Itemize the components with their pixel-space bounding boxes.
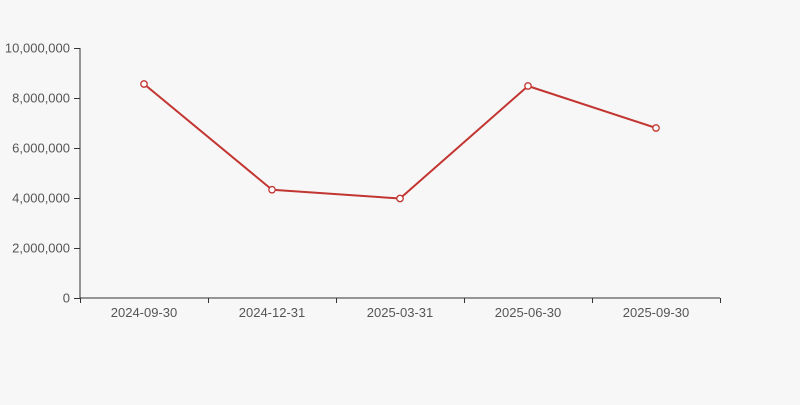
data-point-marker (140, 80, 148, 88)
y-axis-tick-label: 10,000,000 (5, 41, 70, 56)
series-line (143, 83, 657, 200)
x-axis-tick-label: 2025-06-30 (495, 305, 562, 320)
axis-lines (79, 48, 720, 299)
data-point-marker (524, 82, 532, 90)
x-axis-tick-label: 2025-03-31 (367, 305, 434, 320)
x-axis-tick-label: 2025-09-30 (623, 305, 690, 320)
x-axis-tick-label: 2024-12-31 (239, 305, 306, 320)
y-axis-tick-label: 8,000,000 (12, 91, 70, 106)
data-point-marker (268, 185, 276, 194)
y-axis-tick-label: 6,000,000 (12, 141, 70, 156)
data-point-marker (652, 124, 660, 132)
y-axis-tick-label: 2,000,000 (12, 241, 70, 256)
y-axis-tick-label: 4,000,000 (12, 191, 70, 206)
x-axis-tick-label: 2024-09-30 (111, 305, 178, 320)
y-axis-tick-label: 0 (63, 291, 70, 306)
data-point-marker (396, 194, 404, 203)
